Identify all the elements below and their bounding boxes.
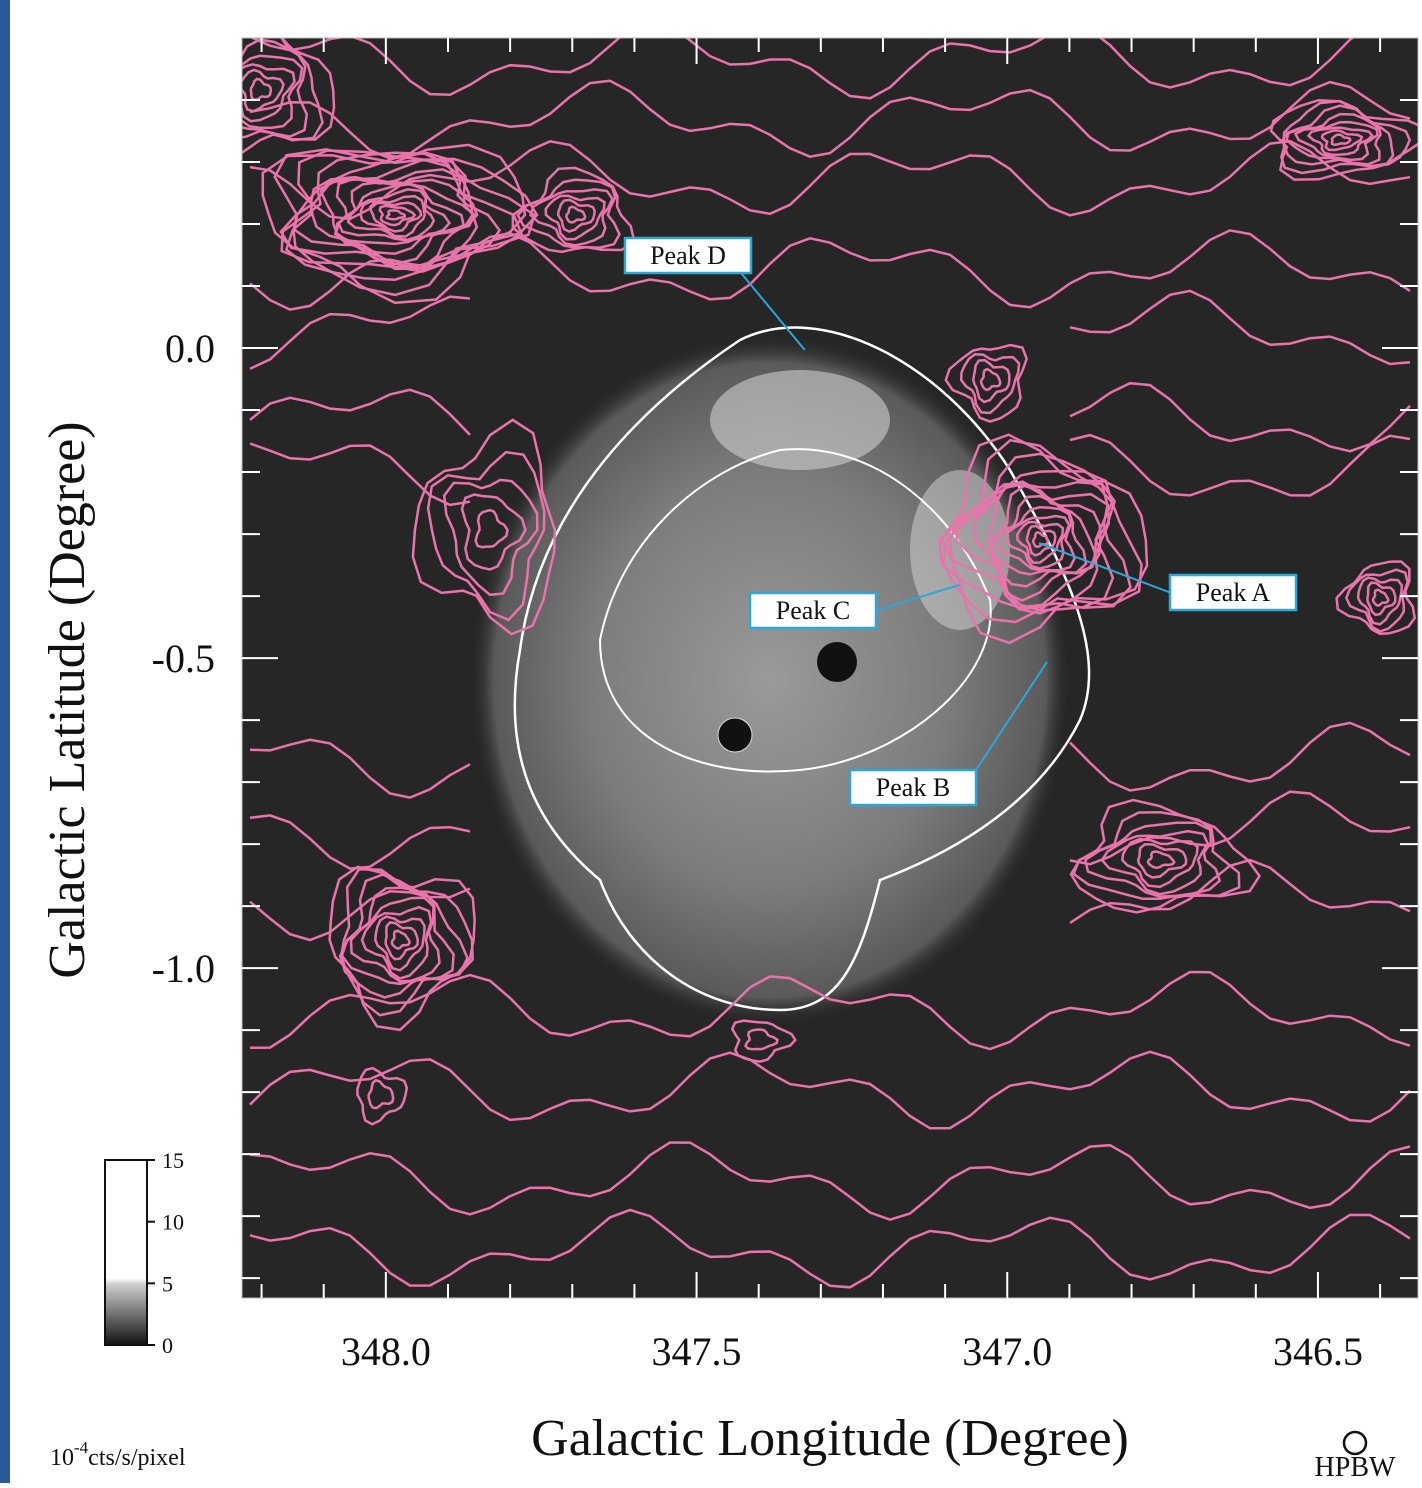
xray-bright (710, 370, 890, 470)
x-axis-label: Galactic Longitude (Degree) (531, 1410, 1129, 1467)
point-source (817, 642, 857, 682)
colorbar-tick-label: 0 (162, 1333, 173, 1358)
beam-circle (1344, 1432, 1366, 1454)
beam-label: HPBW (1315, 1452, 1396, 1483)
x-tick-label: 347.0 (962, 1329, 1052, 1374)
y-tick-label: 0.0 (165, 326, 215, 371)
plot-area (193, 13, 1422, 1298)
colorbar-tick-label: 5 (162, 1271, 173, 1296)
annotation-label: Peak B (876, 773, 950, 802)
point-source (718, 718, 752, 752)
colorbar-label-base: 10 (50, 1445, 74, 1471)
x-tick-label: 346.5 (1273, 1329, 1363, 1374)
annotation-label: Peak C (776, 596, 850, 625)
colorbar-label: 10-4cts/s/pixel (50, 1438, 186, 1471)
y-axis-label: Galactic Latitude (Degree) (39, 421, 96, 978)
annotation-label: Peak A (1196, 578, 1271, 607)
colorbar-tick-label: 15 (162, 1148, 184, 1173)
colorbar: 0 5 10 15 (105, 1148, 184, 1358)
colorbar-tick-label: 10 (162, 1210, 184, 1235)
figure: Galactic Longitude (Degree) Galactic Lat… (0, 0, 1422, 1483)
colorbar-label-exponent: -4 (74, 1438, 89, 1457)
colorbar-label-unit: cts/s/pixel (88, 1445, 186, 1471)
y-tick-label: -0.5 (152, 636, 215, 681)
side-bar (0, 0, 10, 1483)
x-tick-label: 348.0 (341, 1329, 431, 1374)
y-tick-label: -1.0 (152, 946, 215, 991)
x-tick-label: 347.5 (652, 1329, 742, 1374)
colorbar-scale (105, 1160, 147, 1345)
annotation-label: Peak D (650, 241, 726, 270)
